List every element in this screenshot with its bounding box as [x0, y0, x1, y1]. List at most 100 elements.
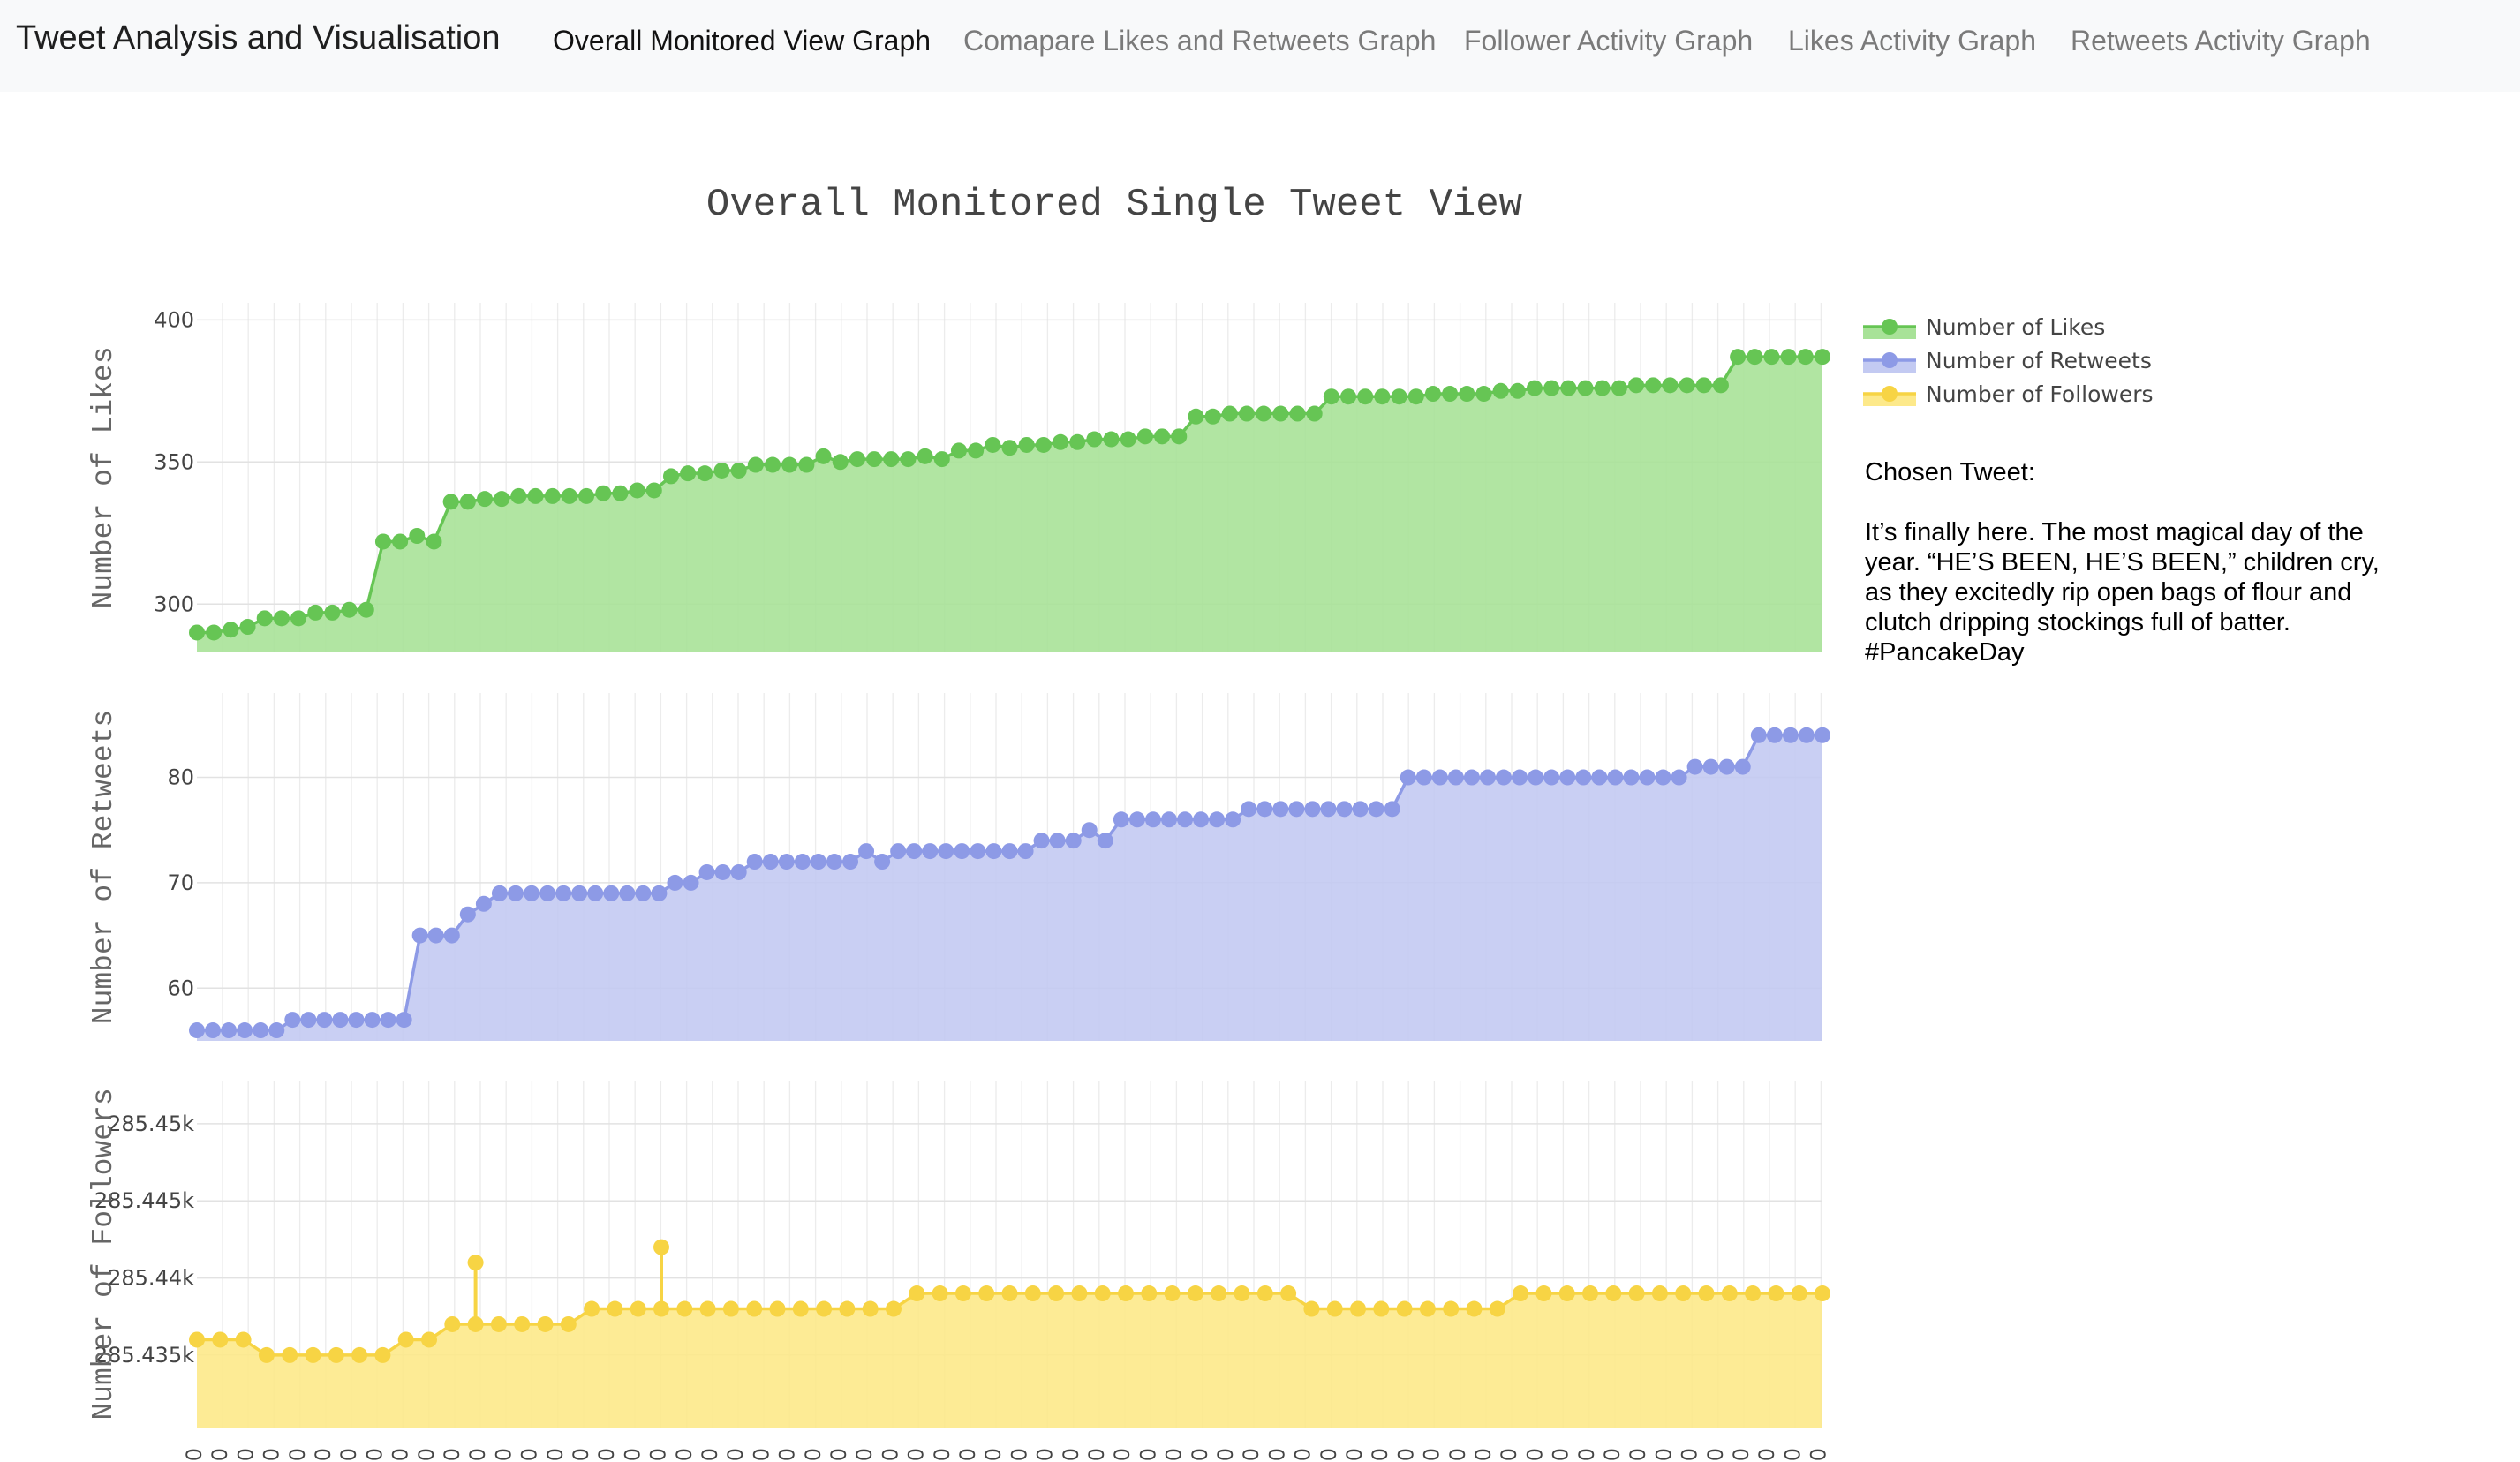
number-of-followers-point — [490, 1315, 507, 1332]
x-tick-label: 20 — [878, 1448, 902, 1462]
number-of-likes-point — [1560, 380, 1577, 396]
number-of-followers-point — [1164, 1285, 1181, 1302]
number-of-likes-point — [1238, 405, 1255, 422]
number-of-likes-point — [1086, 431, 1103, 448]
number-of-followers-point — [1443, 1300, 1460, 1317]
tweet-activity-chart: Overall Monitored Single Tweet View 3003… — [87, 183, 2154, 1462]
number-of-likes-point — [1391, 388, 1407, 405]
number-of-likes-point — [1035, 436, 1052, 453]
number-of-followers-point — [1513, 1285, 1529, 1302]
nav-link-compare-likes-retweets[interactable]: Comapare Likes and Retweets Graph — [963, 25, 1437, 57]
number-of-followers-point — [1791, 1285, 1807, 1302]
number-of-likes-point — [1053, 433, 1069, 450]
number-of-retweets-point — [778, 854, 795, 870]
number-of-likes-point — [629, 482, 645, 499]
x-tick-label: 20 — [207, 1448, 232, 1462]
number-of-followers-point — [1071, 1285, 1088, 1302]
number-of-followers-point — [1698, 1285, 1715, 1302]
number-of-likes-point — [781, 456, 798, 473]
number-of-likes-point — [1459, 386, 1475, 403]
number-of-retweets-point — [714, 863, 731, 880]
number-of-retweets-point — [603, 885, 620, 901]
number-of-likes-point — [849, 451, 865, 468]
number-of-followers-point — [1141, 1285, 1158, 1302]
number-of-followers-point — [514, 1315, 531, 1332]
x-tick-label: 20 — [260, 1448, 284, 1462]
number-of-likes-area — [197, 357, 1822, 652]
number-of-followers-point — [1628, 1285, 1645, 1302]
number-of-likes-point — [1611, 380, 1627, 396]
number-of-followers-spike-point — [467, 1255, 484, 1271]
x-tick-label: 20 — [904, 1448, 929, 1462]
x-tick-label: 20 — [1213, 1448, 1238, 1462]
nav-link-likes-activity[interactable]: Likes Activity Graph — [1788, 25, 2036, 57]
x-tick-label: 20 — [517, 1448, 542, 1462]
x-tick-label: 20 — [1188, 1448, 1212, 1462]
number-of-followers-point — [235, 1331, 252, 1348]
number-of-retweets-point — [874, 854, 891, 870]
number-of-likes-point — [933, 451, 950, 468]
x-tick-label: 20 — [1729, 1448, 1754, 1462]
number-of-followers-point — [1815, 1285, 1830, 1302]
number-of-likes-point — [273, 610, 290, 627]
number-of-retweets-point — [954, 843, 970, 860]
number-of-retweets-point — [810, 854, 826, 870]
number-of-retweets-point — [1734, 758, 1751, 775]
number-of-retweets-point — [348, 1012, 365, 1029]
number-of-retweets-point — [1496, 769, 1513, 786]
number-of-likes-point — [1154, 428, 1171, 445]
number-of-followers-point — [1373, 1300, 1390, 1317]
nav-link-overall-view[interactable]: Overall Monitored View Graph — [553, 25, 932, 57]
x-tick-label: 20 — [1239, 1448, 1264, 1462]
x-tick-label: 20 — [955, 1448, 980, 1462]
number-of-followers-point — [1001, 1285, 1018, 1302]
number-of-followers-point — [954, 1285, 971, 1302]
x-tick-label: 20 — [1497, 1448, 1521, 1462]
number-of-followers-point — [1094, 1285, 1111, 1302]
number-of-retweets-point — [364, 1012, 381, 1029]
number-of-likes-point — [578, 487, 595, 504]
number-of-retweets-point — [1750, 727, 1767, 743]
number-of-retweets-point — [1049, 833, 1066, 849]
number-of-retweets-point — [1225, 811, 1241, 828]
chosen-tweet-text: It’s finally here. The most magical day … — [1865, 518, 2380, 667]
number-of-retweets-point — [1288, 801, 1305, 818]
number-of-retweets-point — [571, 885, 588, 901]
number-of-likes-point — [1712, 377, 1729, 394]
x-tick-label: 20 — [826, 1448, 851, 1462]
number-of-likes-point — [1628, 377, 1645, 394]
chart-legend: Number of Likes Number of Retweets Number … — [1863, 314, 2154, 407]
chart-title: Overall Monitored Single Tweet View — [706, 183, 1522, 227]
nav-link-follower-activity[interactable]: Follower Activity Graph — [1464, 25, 1754, 57]
navbar-brand[interactable]: Tweet Analysis and Visualisation — [16, 19, 501, 57]
chart-panels: 300 350 400 Number of Likes 60 70 80 Number of … — [87, 303, 1831, 1462]
number-of-likes-point — [1475, 386, 1492, 403]
x-tick-label: 20 — [1162, 1448, 1187, 1462]
number-of-retweets-point — [587, 885, 604, 901]
number-of-retweets-point — [1463, 769, 1480, 786]
x-tick-label: 20 — [1703, 1448, 1728, 1462]
nav-link-retweets-activity[interactable]: Retweets Activity Graph — [2071, 25, 2371, 57]
number-of-retweets-legend-marker — [1882, 352, 1898, 368]
x-tick-label: 20 — [1342, 1448, 1367, 1462]
number-of-followers-point — [328, 1346, 344, 1363]
x-tick-label: 20 — [336, 1448, 361, 1462]
number-of-retweets-point — [189, 1022, 205, 1039]
number-of-retweets-point — [651, 885, 668, 901]
number-of-likes-point — [1069, 433, 1086, 450]
number-of-likes-point — [1272, 405, 1289, 422]
number-of-likes-point — [1357, 388, 1374, 405]
number-of-likes-point — [426, 533, 442, 550]
x-tick-label: 20 — [723, 1448, 748, 1462]
number-of-likes-point — [1103, 431, 1120, 448]
number-of-retweets-point — [1001, 843, 1018, 860]
x-tick-label: 20 — [646, 1448, 671, 1462]
number-of-likes-point — [713, 462, 730, 479]
y-tick-label: 300 — [154, 592, 194, 616]
number-of-likes-point — [1662, 377, 1679, 394]
number-of-followers-point — [1280, 1285, 1297, 1302]
x-tick-label: 20 — [543, 1448, 568, 1462]
number-of-retweets-point — [1193, 811, 1210, 828]
x-tick-label: 20 — [285, 1448, 310, 1462]
number-of-likes-point — [409, 528, 426, 544]
